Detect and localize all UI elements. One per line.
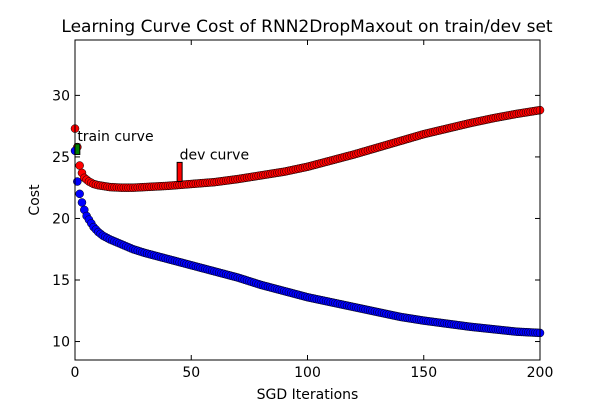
chart-title: Learning Curve Cost of RNN2DropMaxout on…	[61, 17, 552, 37]
y-tick-label: 20	[52, 211, 70, 227]
series-1-point	[77, 198, 87, 207]
y-tick-label: 10	[52, 335, 70, 351]
annotation-0-arrow	[74, 143, 81, 155]
series-0	[70, 105, 545, 192]
x-tick-label: 0	[71, 365, 80, 381]
series-0-point	[75, 161, 84, 170]
y-axis-label: Cost	[27, 184, 43, 216]
series-layer	[70, 105, 545, 338]
x-tick-label: 200	[527, 365, 554, 381]
tick-layer: 0 50 100 150 200 10 15 20 25 30	[52, 40, 553, 381]
x-tick-label: 50	[182, 365, 200, 381]
x-tick-label: 150	[410, 365, 437, 381]
y-tick-label: 30	[52, 88, 70, 104]
annotation-0-label: train curve	[77, 129, 153, 145]
x-axis-label: SGD Iterations	[257, 387, 359, 400]
y-tick-label: 25	[52, 150, 70, 166]
x-tick-label: 100	[294, 365, 321, 381]
plot-area	[75, 40, 540, 360]
annotation-1-arrow	[176, 161, 183, 183]
annotation-1-label: dev curve	[180, 147, 249, 163]
annotation-layer: train curve dev curve	[74, 129, 249, 183]
series-1-point	[75, 189, 84, 199]
y-tick-label: 15	[52, 273, 70, 289]
series-1	[70, 146, 545, 338]
